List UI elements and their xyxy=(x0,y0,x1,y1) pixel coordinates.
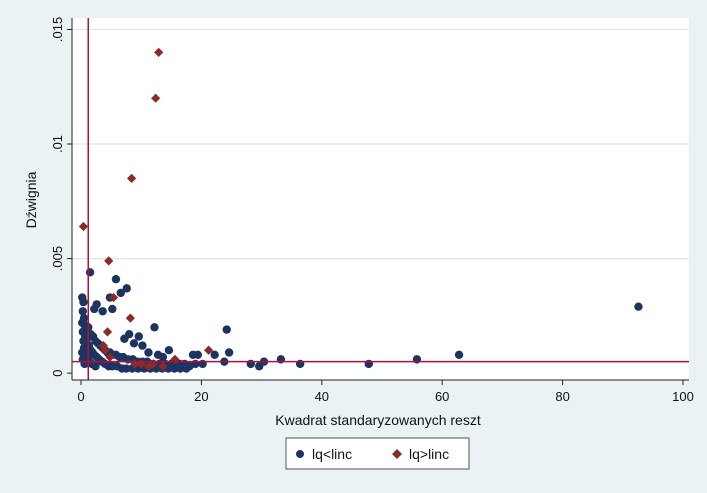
point-lq-lt-linc xyxy=(78,307,88,316)
point-lq-gt-linc xyxy=(151,93,161,103)
point-lq-lt-linc xyxy=(158,352,168,362)
point-lq-gt-linc xyxy=(204,345,214,355)
point-lq-lt-linc xyxy=(193,350,203,359)
y-tick-label: .015 xyxy=(50,17,65,42)
point-lq-lt-linc xyxy=(634,302,643,311)
point-lq-gt-linc xyxy=(78,221,89,232)
point-lq-gt-linc xyxy=(98,341,108,351)
y-axis-label: Dźwignia xyxy=(23,171,39,228)
point-lq-lt-linc xyxy=(116,288,125,298)
x-axis-label: Kwadrat standaryzowanych reszt xyxy=(275,412,481,428)
axes: 0 .005 .01 .015 0 20 40 60 80 100 xyxy=(50,17,694,404)
x-tick-label: 60 xyxy=(435,389,449,404)
point-lq-gt-linc xyxy=(130,359,140,369)
point-lq-gt-linc xyxy=(126,173,137,183)
x-tick-label: 0 xyxy=(77,389,84,404)
point-lq-gt-linc xyxy=(125,313,135,323)
y-tick-label: .01 xyxy=(50,135,65,153)
legend-label-lq-gt-linc: lq>linc xyxy=(409,446,449,462)
point-lq-gt-linc xyxy=(143,361,154,371)
point-lq-lt-linc xyxy=(224,348,234,357)
point-lq-gt-linc xyxy=(154,47,164,57)
point-lq-lt-linc xyxy=(111,274,121,284)
point-lq-gt-linc xyxy=(148,359,158,369)
plot-area xyxy=(72,18,689,380)
point-lq-lt-linc xyxy=(150,323,159,332)
point-lq-lt-linc xyxy=(120,334,129,343)
x-tick-label: 100 xyxy=(672,389,694,404)
point-lq-gt-linc xyxy=(108,292,119,303)
point-lq-lt-linc xyxy=(121,364,131,373)
point-lq-lt-linc xyxy=(222,325,231,334)
y-tick-label: .005 xyxy=(50,246,65,271)
grid xyxy=(72,28,689,260)
x-tick-label: 40 xyxy=(315,389,329,404)
point-lq-lt-linc xyxy=(122,284,131,293)
point-lq-lt-linc xyxy=(108,304,117,314)
point-lq-lt-linc xyxy=(144,348,153,357)
point-lq-lt-linc xyxy=(98,307,107,316)
legend-label-lq-lt-linc: lq<linc xyxy=(312,446,352,462)
point-lq-lt-linc xyxy=(91,362,100,371)
point-lq-lt-linc xyxy=(454,350,464,359)
point-lq-lt-linc xyxy=(138,341,147,350)
point-lq-lt-linc xyxy=(134,332,144,341)
point-lq-gt-linc xyxy=(136,359,146,369)
point-lq-lt-linc xyxy=(164,346,174,355)
point-lq-lt-linc xyxy=(79,297,88,307)
reference-lines xyxy=(72,18,689,380)
point-lq-lt-linc xyxy=(92,300,101,309)
x-tick-label: 80 xyxy=(555,389,569,404)
legend-marker-lq-lt-linc xyxy=(296,450,304,458)
point-lq-lt-linc xyxy=(129,339,139,348)
point-lq-gt-linc xyxy=(100,345,110,355)
y-tick-label: 0 xyxy=(50,370,65,377)
point-lq-lt-linc xyxy=(210,350,219,359)
point-lq-gt-linc xyxy=(158,361,168,371)
legend: lq<linc lq>linc xyxy=(285,437,470,470)
point-lq-gt-linc xyxy=(102,327,113,337)
point-lq-gt-linc xyxy=(104,256,114,266)
point-lq-lt-linc xyxy=(85,268,95,277)
x-tick-label: 20 xyxy=(194,389,208,404)
legend-box xyxy=(285,437,470,470)
legend-marker-lq-gt-linc xyxy=(392,449,402,459)
point-lq-gt-linc xyxy=(105,352,115,362)
